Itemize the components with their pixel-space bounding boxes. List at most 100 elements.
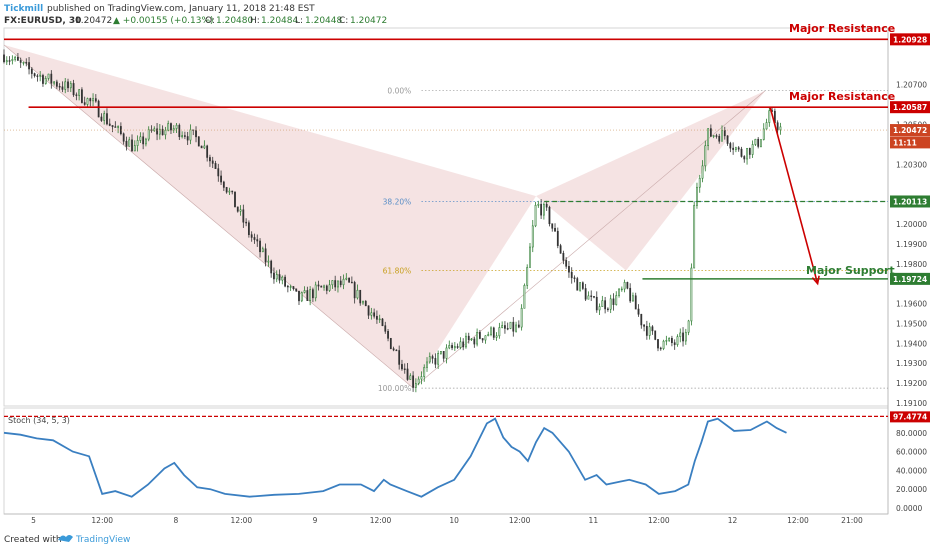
candle-body xyxy=(392,348,395,351)
price-tick-label: 1.19600 xyxy=(896,300,927,309)
candle-body xyxy=(75,94,78,96)
candle-body xyxy=(495,335,498,338)
candle-body xyxy=(222,181,225,188)
candle-body xyxy=(53,81,55,84)
candle-body xyxy=(531,225,534,248)
candle-body xyxy=(325,285,328,291)
candle-body xyxy=(721,129,723,142)
candle-body xyxy=(573,277,576,279)
tradingview-brand[interactable]: TradingView xyxy=(75,535,130,545)
candle-body xyxy=(440,351,442,354)
candle-body xyxy=(448,345,451,349)
candle-body xyxy=(629,287,632,302)
time-tick-label: 12:00 xyxy=(370,516,392,525)
candle-body xyxy=(203,145,206,149)
candle-body xyxy=(253,237,256,240)
candle-body xyxy=(86,98,89,105)
candle-body xyxy=(100,116,103,121)
candle-body xyxy=(353,282,356,299)
price-tick-label: 1.20700 xyxy=(896,81,927,90)
price-tick-label: 1.20300 xyxy=(896,160,927,169)
candle-body xyxy=(370,312,373,316)
candle-body xyxy=(601,300,604,307)
candle-body xyxy=(501,325,504,328)
fib38-badge: 1.20113 xyxy=(893,197,927,206)
time-tick-label: 10 xyxy=(449,516,459,525)
candle-body xyxy=(214,163,217,169)
candle-body xyxy=(47,73,50,79)
price-tick-label: 1.19800 xyxy=(896,260,927,269)
candle-body xyxy=(462,341,465,348)
candle-body xyxy=(520,307,523,328)
time-tick-label: 11 xyxy=(589,516,599,525)
candle-body xyxy=(136,140,139,146)
candle-body xyxy=(437,353,440,365)
change-value: ▲ +0.00155 (+0.13%) xyxy=(113,16,214,26)
candle-body xyxy=(234,191,236,208)
projection-arrow-head xyxy=(811,275,820,286)
candle-body xyxy=(389,338,392,350)
stoch-tick-label: 0.0000 xyxy=(896,504,922,513)
created-with-text: Created with xyxy=(4,535,62,545)
candle-body xyxy=(250,234,253,238)
candle-body xyxy=(376,315,378,320)
candle-body xyxy=(142,136,145,145)
candle-body xyxy=(484,335,487,341)
candle-body xyxy=(356,289,359,299)
candle-body xyxy=(481,338,484,341)
candle-body xyxy=(239,209,242,212)
candle-body xyxy=(426,361,428,368)
candle-body xyxy=(309,289,312,301)
candle-body xyxy=(11,59,14,61)
candle-body xyxy=(300,292,303,302)
candle-body xyxy=(30,68,33,74)
candle-body xyxy=(526,267,529,286)
candle-body xyxy=(147,129,150,140)
candle-body xyxy=(768,110,771,123)
candle-body xyxy=(197,136,200,147)
candle-body xyxy=(401,364,403,370)
candle-body xyxy=(284,276,286,287)
candle-body xyxy=(743,156,746,160)
candle-body xyxy=(456,346,459,348)
candle-body xyxy=(387,330,389,339)
price-tick-label: 1.19500 xyxy=(896,319,927,328)
candle-body xyxy=(687,320,690,333)
candle-body xyxy=(298,290,300,302)
candle-body xyxy=(612,298,615,305)
candle-body xyxy=(64,81,67,90)
candle-body xyxy=(58,86,61,88)
price-tick-label: 1.19200 xyxy=(896,379,927,388)
candle-body xyxy=(206,145,209,158)
candle-body xyxy=(640,313,643,326)
candle-body xyxy=(414,383,417,388)
time-tick-label: 12:00 xyxy=(509,516,531,525)
close-label: C: xyxy=(339,16,348,26)
candle-body xyxy=(609,298,612,310)
candle-body xyxy=(312,289,314,299)
low-label: L: xyxy=(295,16,303,26)
candle-body xyxy=(378,318,381,321)
candle-body xyxy=(39,75,42,77)
candle-body xyxy=(709,128,712,137)
candle-body xyxy=(676,336,679,345)
candle-body xyxy=(264,248,267,263)
candles xyxy=(3,49,782,393)
candle-body xyxy=(292,286,295,290)
candle-body xyxy=(459,341,462,348)
candle-body xyxy=(637,308,640,315)
price-tick-label: 1.19400 xyxy=(896,339,927,348)
stoch-label: Stoch (34, 5, 3) xyxy=(8,416,70,425)
candle-body xyxy=(632,295,634,302)
price-axis: 1.207001.205001.203001.201001.200001.199… xyxy=(890,33,930,408)
candle-body xyxy=(595,296,598,311)
candle-body xyxy=(81,89,83,103)
tradingview-logo-icon xyxy=(58,535,73,542)
candle-body xyxy=(286,285,289,288)
candle-body xyxy=(334,280,337,288)
candle-body xyxy=(317,284,320,287)
candle-body xyxy=(42,75,44,84)
level-lines xyxy=(4,38,888,286)
candle-body xyxy=(362,301,364,304)
author-brand[interactable]: Tickmill xyxy=(4,4,43,14)
